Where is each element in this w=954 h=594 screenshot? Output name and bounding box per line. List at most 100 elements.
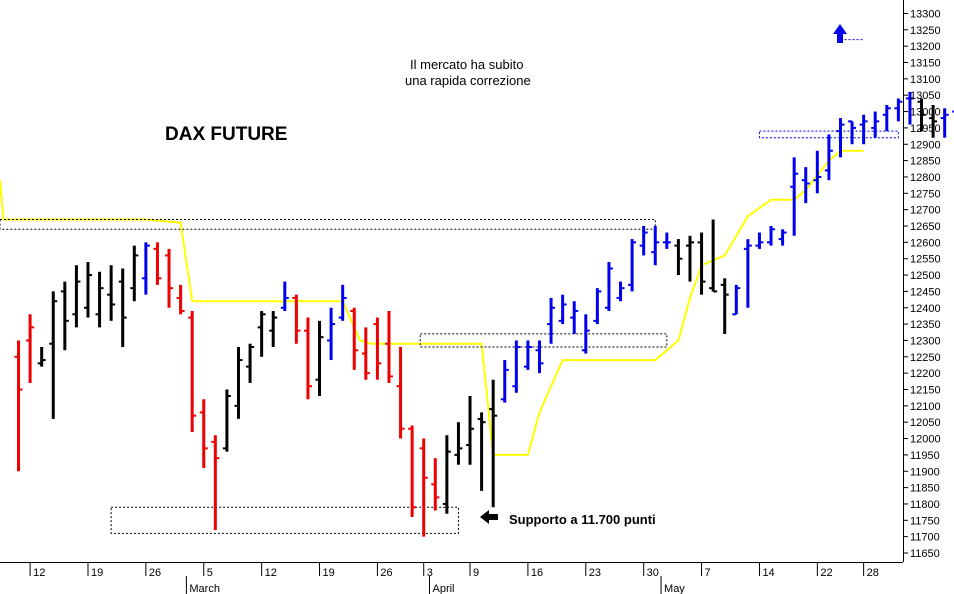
- headline-line-2: una rapida correzione: [405, 73, 531, 88]
- price-bar: [165, 248, 174, 308]
- price-bar: [709, 219, 718, 293]
- price-bar: [153, 242, 162, 285]
- left-arrow-icon: [480, 510, 498, 524]
- price-bar: [107, 265, 116, 321]
- price-bar: [801, 167, 810, 204]
- y-tick-label: 12350: [910, 319, 941, 331]
- price-bar: [396, 346, 405, 439]
- price-bar: [257, 311, 266, 357]
- price-bar: [350, 307, 359, 370]
- y-tick-label: 13300: [910, 8, 941, 20]
- y-tick-label: 12050: [910, 417, 941, 429]
- price-bar: [882, 105, 891, 132]
- y-tick-label: 12150: [910, 385, 941, 397]
- price-bar: [593, 288, 602, 325]
- headline-line-1: Il mercato ha subito: [410, 57, 523, 72]
- y-tick-label: 11700: [910, 532, 940, 544]
- y-tick-label: 11800: [910, 499, 940, 511]
- x-tick-label: 16: [531, 567, 543, 579]
- price-bar: [419, 438, 428, 537]
- support-label: Supporto a 11.700 punti: [509, 512, 656, 527]
- y-tick-label: 12450: [910, 286, 941, 298]
- price-bar: [477, 412, 486, 491]
- y-tick-label: 12400: [910, 303, 941, 315]
- price-bar: [755, 232, 764, 249]
- y-tick-label: 13100: [910, 74, 941, 86]
- price-bar: [176, 284, 185, 315]
- price-bar: [778, 229, 787, 246]
- price-bar: [639, 226, 648, 256]
- price-bar: [431, 458, 440, 511]
- price-bar: [141, 242, 150, 295]
- price-bar: [246, 343, 255, 383]
- price-bar: [523, 340, 532, 370]
- x-tick-label: 26: [149, 567, 161, 579]
- price-bar: [720, 278, 729, 334]
- month-label: March: [189, 583, 220, 594]
- y-tick-label: 12100: [910, 401, 941, 413]
- x-tick-label: 23: [589, 567, 601, 579]
- price-bar: [408, 425, 417, 518]
- price-bar: [767, 226, 776, 246]
- price-bar: [929, 105, 938, 138]
- price-bar: [732, 284, 741, 316]
- price-bar: [442, 435, 451, 514]
- price-bar: [535, 340, 544, 374]
- y-tick-label: 12200: [910, 368, 941, 380]
- price-bar: [303, 317, 312, 400]
- price-bar: [95, 271, 104, 328]
- price-bar: [604, 261, 613, 312]
- x-tick-label: 3: [427, 567, 433, 579]
- annotation-box: [758, 130, 899, 139]
- price-bar: [211, 435, 220, 531]
- price-bar: [234, 346, 243, 419]
- y-tick-label: 12750: [910, 188, 941, 200]
- price-bar: [848, 120, 857, 145]
- y-tick-label: 12850: [910, 156, 941, 168]
- y-tick-label: 12500: [910, 270, 941, 282]
- price-bar: [616, 281, 625, 302]
- up-arrow-icon: [833, 24, 847, 43]
- price-bar: [697, 232, 706, 295]
- x-tick-label: 19: [323, 567, 335, 579]
- chart-title: DAX FUTURE: [165, 124, 287, 145]
- annotation-box: [110, 506, 459, 534]
- y-tick-label: 11850: [910, 483, 940, 495]
- y-tick-label: 13000: [910, 107, 941, 119]
- x-tick-label: 9: [473, 567, 479, 579]
- x-tick-label: 30: [647, 567, 659, 579]
- x-tick-label: 28: [867, 567, 879, 579]
- x-tick-label: 5: [207, 567, 213, 579]
- price-bar: [952, 110, 954, 113]
- y-tick-label: 13200: [910, 41, 941, 53]
- price-bar: [871, 111, 880, 138]
- annotation-boxes-layer: [0, 39, 899, 534]
- price-bar: [859, 114, 868, 145]
- price-bar: [280, 281, 289, 312]
- annotation-box: [0, 218, 656, 230]
- x-tick-label: 26: [380, 567, 392, 579]
- price-bar: [130, 245, 139, 302]
- price-bar: [454, 422, 463, 465]
- y-tick-label: 13250: [910, 25, 941, 37]
- y-tick-label: 12700: [910, 205, 941, 217]
- price-bar: [940, 108, 949, 138]
- y-tick-label: 12600: [910, 237, 941, 249]
- price-bar: [338, 284, 347, 321]
- price-bar: [581, 314, 590, 354]
- y-tick-label: 13050: [910, 90, 941, 102]
- price-bar: [512, 340, 521, 393]
- y-tick-label: 11900: [910, 466, 940, 478]
- x-tick-label: 12: [265, 567, 277, 579]
- y-tick-label: 12250: [910, 352, 941, 364]
- price-bar: [674, 239, 683, 276]
- price-bar: [905, 91, 914, 125]
- price-bar: [489, 379, 498, 508]
- price-bar: [662, 232, 671, 249]
- price-bar: [894, 98, 903, 122]
- price-bar: [836, 118, 845, 158]
- y-tick-label: 13150: [910, 58, 941, 70]
- x-tick-label: 7: [705, 567, 711, 579]
